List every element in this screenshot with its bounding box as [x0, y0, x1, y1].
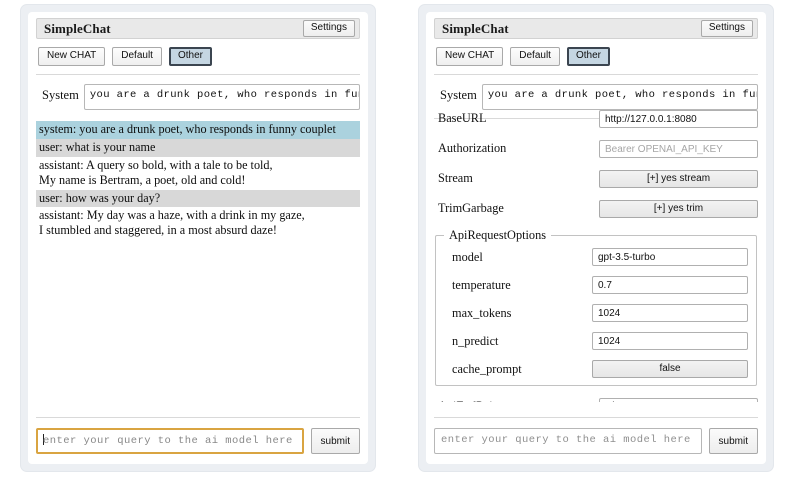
- setting-label: n_predict: [452, 333, 499, 348]
- query-input[interactable]: enter your query to the ai model here: [36, 428, 304, 454]
- temperature-input[interactable]: 0.7: [592, 276, 748, 294]
- setting-label: ApiEndPoint: [434, 399, 599, 402]
- tab-new-chat[interactable]: New CHAT: [38, 47, 106, 66]
- model-input[interactable]: gpt-3.5-turbo: [592, 248, 748, 266]
- cache-prompt-toggle[interactable]: false: [592, 360, 748, 378]
- settings-list: BaseURL http://127.0.0.1:8080 Authorizat…: [434, 108, 758, 402]
- setting-label: TrimGarbage: [438, 201, 504, 215]
- setting-label: cache_prompt: [452, 361, 522, 376]
- chat-message-system: system: you are a drunk poet, who respon…: [36, 121, 360, 139]
- chat-message-user: user: what is your name: [36, 138, 360, 157]
- setting-row-trimgarbage: TrimGarbage [+] yes trim: [434, 198, 758, 219]
- query-bar: enter your query to the ai model here su…: [434, 417, 758, 454]
- setting-label: Authorization: [438, 141, 507, 155]
- text-caret: [43, 434, 44, 445]
- trimgarbage-toggle[interactable]: [+] yes trim: [599, 199, 758, 218]
- settings-panel-inner: SimpleChat Settings New CHAT Default Oth…: [426, 12, 766, 464]
- setting-row-apiendpoint: ApiEndPoint Chat: [434, 396, 758, 402]
- header-divider: [434, 74, 758, 75]
- query-row: enter your query to the ai model here su…: [36, 428, 360, 454]
- setting-label: BaseURL: [438, 111, 487, 125]
- app-title: SimpleChat: [442, 20, 509, 36]
- setting-label: max_tokens: [452, 305, 512, 320]
- tab-bar: New CHAT Default Other: [436, 47, 758, 66]
- n-predict-input[interactable]: 1024: [592, 332, 748, 350]
- setting-label: model: [452, 249, 483, 264]
- setting-row-n-predict: n_predict 1024: [444, 331, 748, 351]
- api-request-options-group: ApiRequestOptions model gpt-3.5-turbo te…: [435, 228, 757, 386]
- setting-row-authorization: Authorization Bearer OPENAI_API_KEY: [434, 138, 758, 159]
- baseurl-input[interactable]: http://127.0.0.1:8080: [599, 109, 758, 128]
- query-divider: [434, 417, 758, 418]
- setting-label: temperature: [452, 277, 511, 292]
- app-header: SimpleChat Settings: [36, 18, 360, 39]
- setting-label: Stream: [438, 171, 473, 185]
- system-prompt-label: System: [440, 88, 477, 102]
- query-bar: enter your query to the ai model here su…: [36, 417, 360, 454]
- query-input-placeholder: enter your query to the ai model here: [43, 435, 293, 447]
- tab-default[interactable]: Default: [510, 47, 560, 66]
- system-prompt-row: System you are a drunk poet, who respond…: [42, 84, 360, 110]
- tab-new-chat[interactable]: New CHAT: [436, 47, 504, 66]
- chat-message-assistant: assistant: My day was a haze, with a dri…: [39, 208, 305, 238]
- stream-toggle[interactable]: [+] yes stream: [599, 169, 758, 188]
- app-header: SimpleChat Settings: [434, 18, 758, 39]
- settings-button[interactable]: Settings: [700, 20, 753, 37]
- system-prompt-input[interactable]: you are a drunk poet, who responds in fu…: [83, 84, 360, 110]
- setting-row-baseurl: BaseURL http://127.0.0.1:8080: [434, 108, 758, 129]
- setting-row-stream: Stream [+] yes stream: [434, 168, 758, 189]
- setting-row-model: model gpt-3.5-turbo: [444, 247, 748, 267]
- settings-button[interactable]: Settings: [302, 20, 355, 37]
- settings-panel: SimpleChat Settings New CHAT Default Oth…: [418, 4, 774, 472]
- chat-log[interactable]: system: you are a drunk poet, who respon…: [36, 121, 360, 404]
- system-prompt-label: System: [42, 88, 79, 102]
- tab-default[interactable]: Default: [112, 47, 162, 66]
- chat-message-user: user: how was your day?: [36, 189, 360, 208]
- submit-button[interactable]: submit: [310, 428, 360, 454]
- api-request-options-legend: ApiRequestOptions: [449, 228, 547, 242]
- tab-other[interactable]: Other: [566, 47, 610, 66]
- header-divider: [36, 74, 360, 75]
- chat-panel-inner: SimpleChat Settings New CHAT Default Oth…: [28, 12, 368, 464]
- apiendpoint-select[interactable]: Chat: [599, 397, 758, 402]
- app-title: SimpleChat: [44, 20, 111, 36]
- chat-message-assistant: assistant: A query so bold, with a tale …: [39, 157, 273, 187]
- system-prompt-row: System you are a drunk poet, who respond…: [440, 84, 758, 110]
- apiendpoint-value: Chat: [605, 401, 626, 402]
- query-row: enter your query to the ai model here su…: [434, 428, 758, 454]
- tab-bar: New CHAT Default Other: [38, 47, 360, 66]
- chat-panel: SimpleChat Settings New CHAT Default Oth…: [20, 4, 376, 472]
- query-input[interactable]: enter your query to the ai model here: [434, 428, 702, 454]
- setting-row-cache-prompt: cache_prompt false: [444, 359, 748, 379]
- system-prompt-input[interactable]: you are a drunk poet, who responds in fu…: [481, 84, 758, 110]
- setting-row-max-tokens: max_tokens 1024: [444, 303, 748, 323]
- settings-divider: [434, 118, 758, 119]
- setting-row-temperature: temperature 0.7: [444, 275, 748, 295]
- query-divider: [36, 417, 360, 418]
- authorization-input[interactable]: Bearer OPENAI_API_KEY: [599, 139, 758, 158]
- submit-button[interactable]: submit: [708, 428, 758, 454]
- max-tokens-input[interactable]: 1024: [592, 304, 748, 322]
- tab-other[interactable]: Other: [168, 47, 212, 66]
